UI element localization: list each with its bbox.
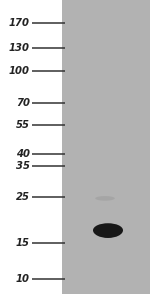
Text: 15: 15 — [16, 238, 30, 248]
Text: 70: 70 — [16, 98, 30, 108]
Bar — [62, 0, 150, 294]
Text: 25: 25 — [16, 191, 30, 201]
Ellipse shape — [95, 196, 115, 201]
Text: 130: 130 — [9, 43, 30, 53]
Bar — [0, 0, 62, 294]
Text: 35: 35 — [16, 161, 30, 171]
Text: 100: 100 — [9, 66, 30, 76]
Text: 40: 40 — [16, 149, 30, 159]
Text: 10: 10 — [16, 274, 30, 284]
Ellipse shape — [93, 223, 123, 238]
Text: 170: 170 — [9, 18, 30, 28]
Text: 55: 55 — [16, 120, 30, 130]
